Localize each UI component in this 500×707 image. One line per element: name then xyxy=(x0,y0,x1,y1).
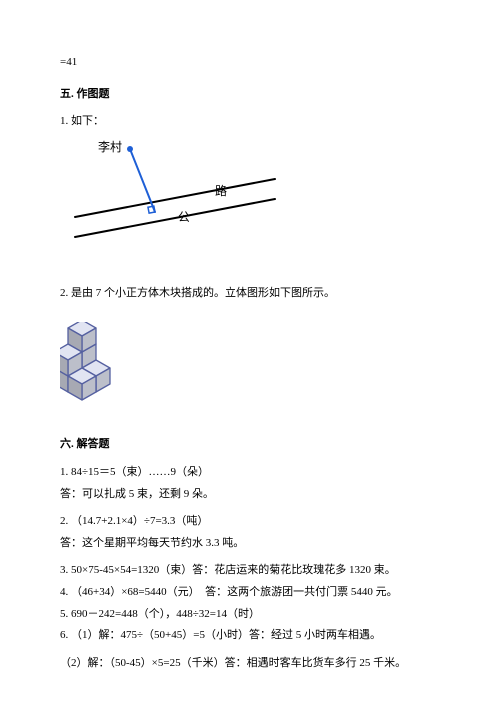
answer-line: 3. 50×75-45×54=1320（束）答：花店运来的菊花比玫瑰花多 132… xyxy=(60,562,440,580)
answer-line: 2. （14.7+2.1×4）÷7=3.3（吨） xyxy=(60,513,440,531)
svg-text:公: 公 xyxy=(178,210,190,224)
answer-line: 1. 84÷15＝5（束）……9（朵） xyxy=(60,464,440,482)
section6-title: 六. 解答题 xyxy=(60,436,440,454)
road-diagram: 李村公 路 xyxy=(60,139,280,259)
svg-text:李村: 李村 xyxy=(98,139,122,154)
page-container: { "eq41": "=41", "section5": { "title": … xyxy=(0,0,500,707)
answer-line: 6. （1）解：475÷（50+45）=5（小时）答：经过 5 小时两车相遇。 xyxy=(60,627,440,645)
answer-line: 答：可以扎成 5 束，还剩 9 朵。 xyxy=(60,486,440,504)
section5-title: 五. 作图题 xyxy=(60,86,440,104)
answer-line: （2）解：（50-45）×5=25（千米）答：相遇时客车比货车多行 25 千米。 xyxy=(60,655,440,673)
answer-line: 答：这个星期平均每天节约水 3.3 吨。 xyxy=(60,535,440,553)
sec5-q2: 2. 是由 7 个小正方体木块搭成的。立体图形如下图所示。 xyxy=(60,285,440,303)
section6-list: 1. 84÷15＝5（束）……9（朵） 答：可以扎成 5 束，还剩 9 朵。 2. … xyxy=(60,464,440,672)
road-svg: 李村公 路 xyxy=(60,139,280,259)
answer-line: 5. 690－242=448（个），448÷32=14（时） xyxy=(60,606,440,624)
equals-41: =41 xyxy=(60,54,440,72)
cubes-diagram xyxy=(60,322,160,422)
svg-text:路: 路 xyxy=(215,183,227,198)
sec5-q1: 1. 如下： xyxy=(60,113,440,131)
cubes-svg xyxy=(60,322,160,422)
answer-line: 4. （46+34）×68=5440（元） 答：这两个旅游团一共付门票 5440… xyxy=(60,584,440,602)
